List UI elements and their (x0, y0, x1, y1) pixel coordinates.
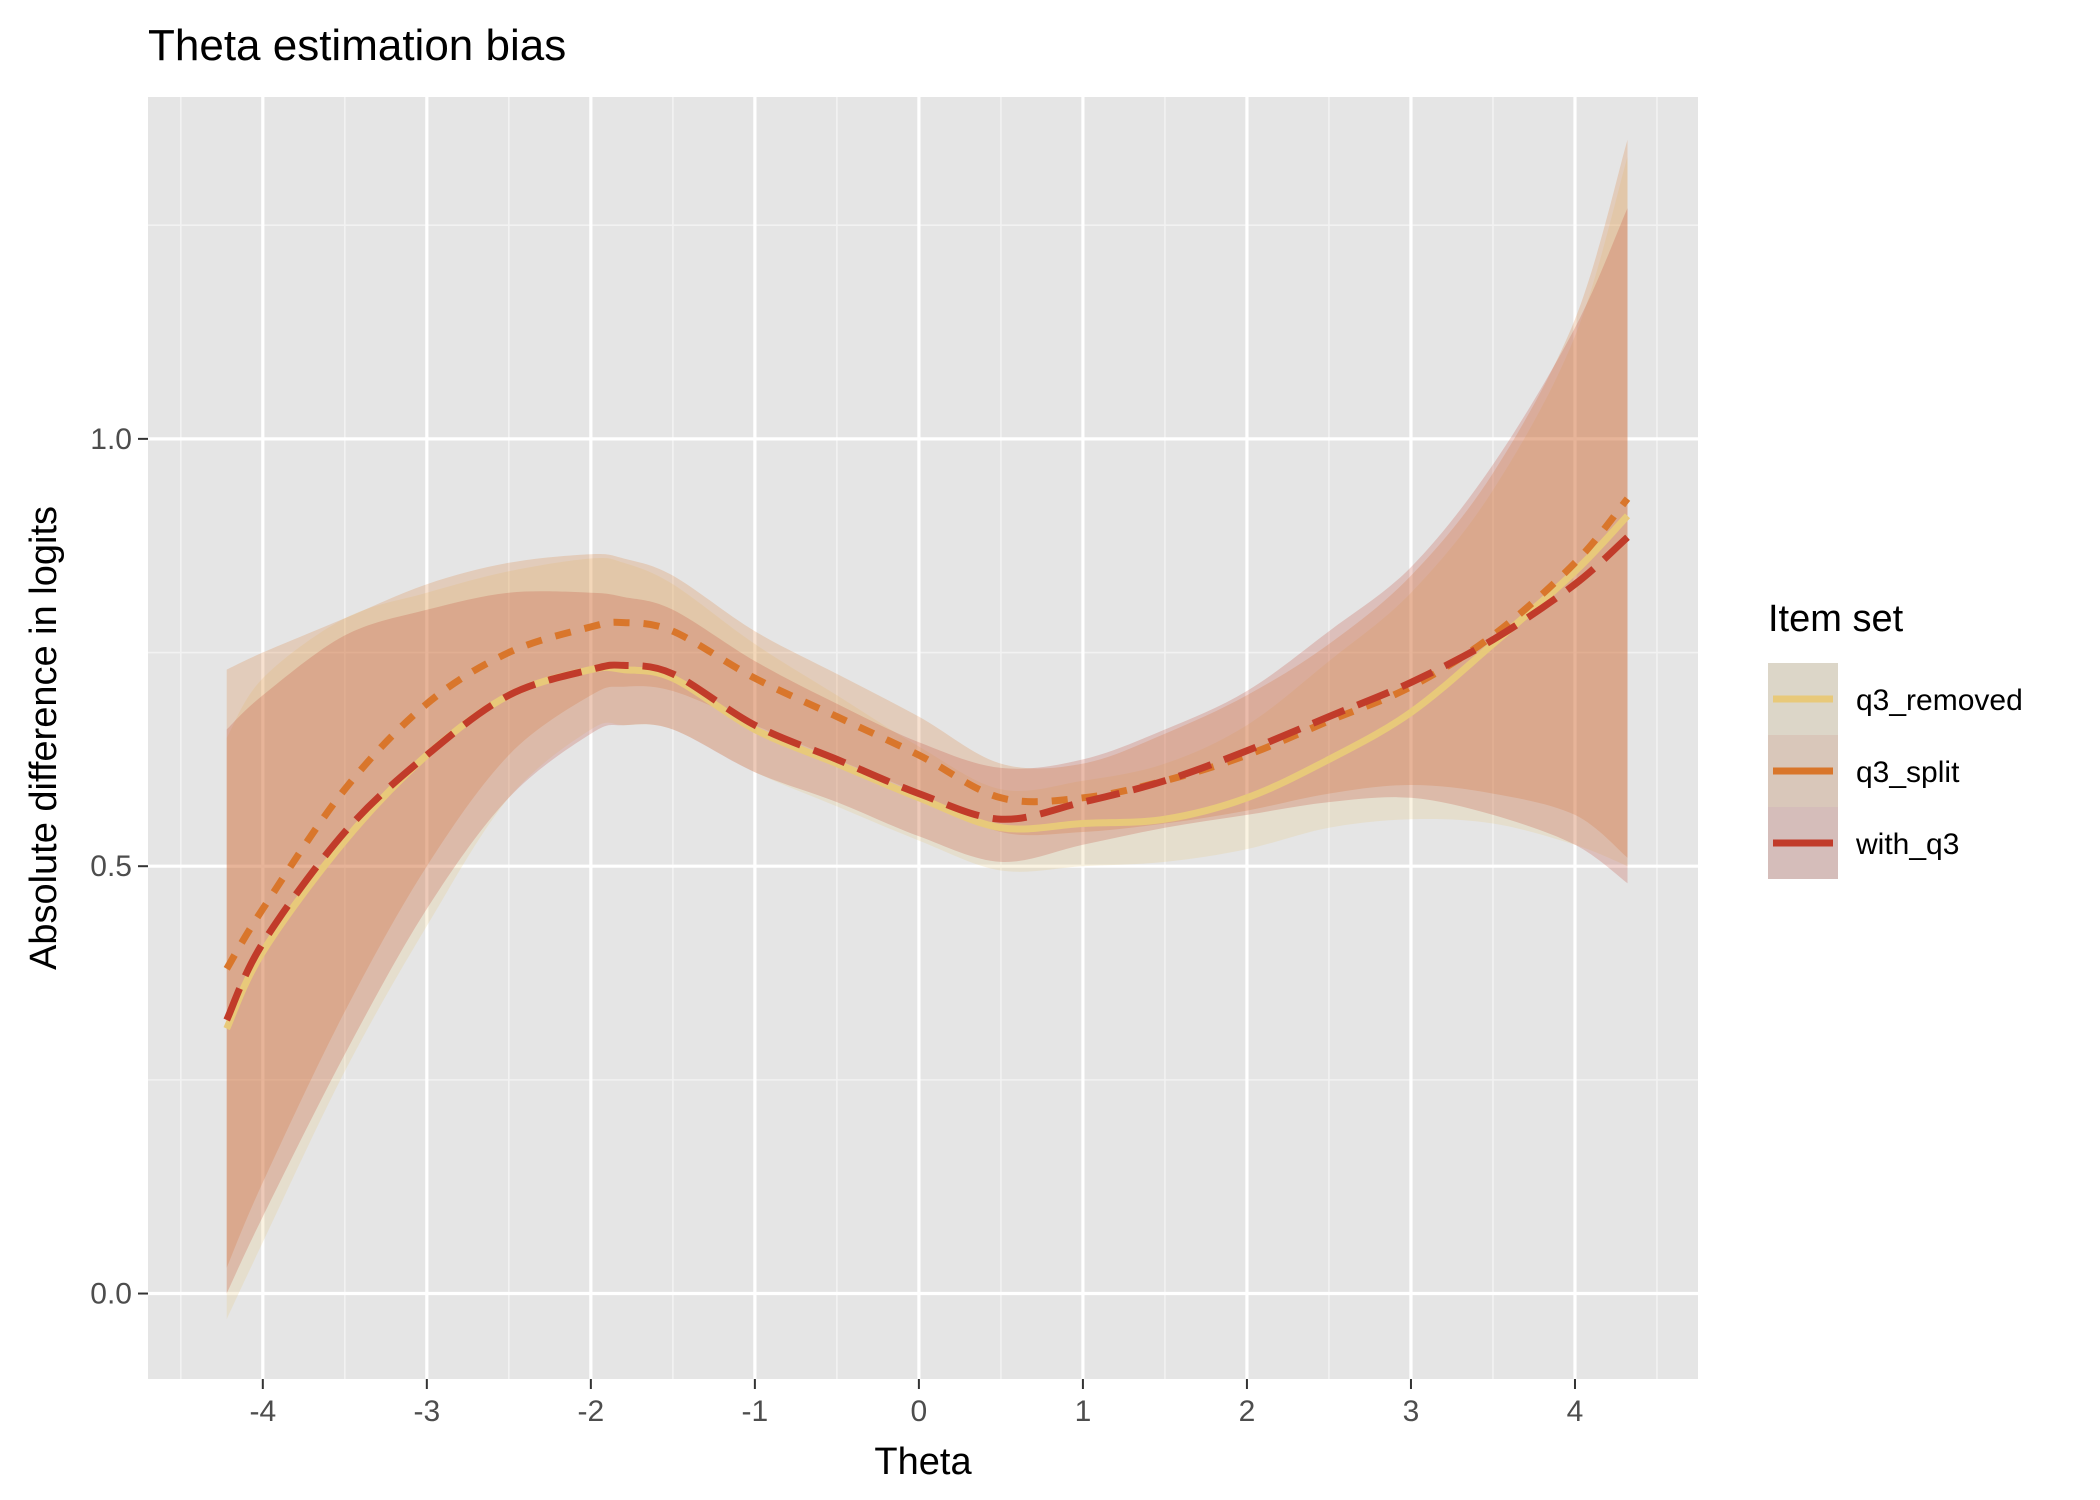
x-tick-label: 1 (1075, 1395, 1092, 1428)
legend-label-q3_removed: q3_removed (1856, 684, 2023, 717)
y-axis-title: Absolute difference in logits (23, 506, 65, 970)
grid-minor (148, 97, 1698, 1379)
x-tick-label: 0 (911, 1395, 928, 1428)
band-q3_split (226, 139, 1628, 1268)
legend-label-with_q3: with_q3 (1855, 828, 1959, 861)
legend-title: Item set (1768, 598, 1904, 640)
x-tick-label: 4 (1567, 1395, 1584, 1428)
band-q3_removed (226, 156, 1628, 1320)
y-tick-label: 0.0 (90, 1278, 132, 1311)
line-with_q3 (223, 534, 1630, 1022)
chart-title: Theta estimation bias (148, 21, 566, 70)
band-with_q3 (226, 208, 1628, 1294)
x-tick-label: -3 (413, 1395, 440, 1428)
line-q3_split (223, 496, 1631, 971)
legend: Item set q3_removed q3_split with_q3 (1768, 598, 2023, 879)
x-axis: -4 -3 -2 -1 0 1 2 3 4 (249, 1379, 1583, 1428)
x-tick-label: 2 (1239, 1395, 1256, 1428)
confidence-bands (226, 139, 1628, 1320)
x-tick-label: -1 (742, 1395, 769, 1428)
x-tick-label: -4 (249, 1395, 276, 1428)
legend-label-q3_split: q3_split (1856, 756, 1960, 789)
x-tick-label: 3 (1403, 1395, 1420, 1428)
x-tick-label: -2 (578, 1395, 605, 1428)
grid-major (148, 97, 1698, 1379)
series-lines (223, 496, 1631, 1031)
line-q3_removed (223, 513, 1631, 1031)
y-tick-label: 0.5 (90, 850, 132, 883)
y-tick-label: 1.0 (90, 423, 132, 456)
x-axis-title: Theta (874, 1441, 972, 1483)
plot-panel (148, 97, 1698, 1379)
y-axis: 0.0 0.5 1.0 (90, 423, 148, 1311)
